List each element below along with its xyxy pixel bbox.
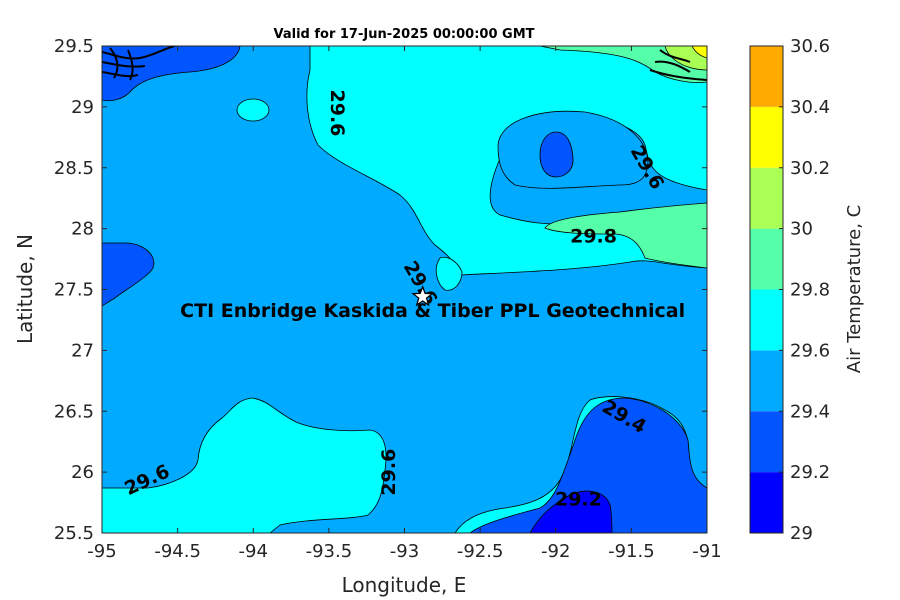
contour-label: 29.2 (555, 489, 602, 511)
x-tick-label: -93.5 (306, 541, 353, 562)
y-tick-label: 29 (71, 97, 94, 118)
contour-label: 29.6 (326, 90, 348, 137)
contour-fill-29.8-east (544, 202, 707, 269)
y-tick-label: 26 (71, 462, 94, 483)
colorbar-segment (750, 472, 783, 533)
y-tick-label: 27 (71, 340, 94, 361)
x-tick-label: -91 (692, 541, 721, 562)
site-star-icon (411, 284, 434, 307)
x-tick-label: -93 (390, 541, 419, 562)
contour-fill-29.2-north-pocket (539, 131, 574, 178)
x-tick-label: -94 (239, 541, 268, 562)
contour-fill-29.6-site-ridge (435, 256, 463, 291)
colorbar-tick-label: 29.6 (790, 340, 830, 361)
coastline-northeast (649, 49, 707, 81)
contour-fill-29.2-pocket (469, 397, 707, 533)
contour-fill-30.2-northeast (691, 46, 707, 59)
colorbar-label: Air Temperature, C (844, 205, 865, 373)
contour-fill-29.4-north-patch (497, 110, 649, 189)
colorbar-tick-label: 29 (790, 523, 813, 544)
x-tick-label: -92 (541, 541, 570, 562)
colorbar-segment (750, 289, 783, 351)
site-label: CTI Enbridge Kaskida & Tiber PPL Geotech… (180, 300, 685, 322)
y-axis-label: Latitude, N (13, 234, 37, 344)
contour-fill-29.2-west (102, 242, 155, 307)
y-tick-label: 27.5 (54, 280, 94, 301)
colorbar-tick-label: 30.2 (790, 158, 830, 179)
x-axis-label: Longitude, E (342, 573, 467, 597)
y-tick-label: 25.5 (54, 523, 94, 544)
contour-plot-area: 29.629.629.829.629.6 29.629.429.2 CTI Enb… (102, 46, 707, 533)
colorbar-tick-label: 29.2 (790, 462, 830, 483)
y-tick-label: 26.5 (54, 401, 94, 422)
colorbar-segment (750, 167, 783, 229)
y-tick-label: 28.5 (54, 158, 94, 179)
colorbar-tick-label: 29.8 (790, 280, 830, 301)
x-tick-label: -94.5 (154, 541, 201, 562)
contour-fill-29.6-south (102, 397, 387, 533)
y-tick-label: 28 (71, 219, 94, 240)
colorbar-segment (750, 411, 783, 473)
colorbar-segment (750, 106, 783, 168)
contour-label: 29.8 (570, 226, 617, 248)
coastline-northwest (102, 46, 176, 81)
colorbar-segment (750, 350, 783, 412)
y-axis-ticks: 25.5 26 26.5 27 27.5 28 28.5 29 29.5 (54, 36, 707, 544)
x-tick-label: -92.5 (457, 541, 504, 562)
x-tick-label: -95 (87, 541, 116, 562)
chart-title: Valid for 17-Jun-2025 00:00:00 GMT (274, 27, 535, 42)
x-tick-label: -91.5 (608, 541, 655, 562)
x-axis-ticks: -95 -94.5 -94 -93.5 -93 -92.5 -92 -91.5 -91 (87, 46, 722, 562)
y-tick-label: 29.5 (54, 36, 94, 57)
colorbar-segment (750, 46, 783, 107)
contour-fill-29.2-northwest (102, 46, 241, 102)
colorbar-segment (750, 228, 783, 290)
site-marker: CTI Enbridge Kaskida & Tiber PPL Geotech… (180, 284, 685, 322)
colorbar-tick-label: 29.4 (790, 401, 830, 422)
colorbar-tick-label: 30.6 (790, 36, 830, 57)
colorbar-tick-label: 30 (790, 219, 813, 240)
colorbar (750, 46, 783, 533)
contour-label: 29.6 (378, 449, 400, 496)
contour-fill-29.0-core (529, 490, 613, 533)
contour-fill-29.6-island (236, 98, 270, 122)
colorbar-ticks: 29 29.2 29.4 29.6 29.8 30 30.2 30.4 30.6 (779, 36, 830, 544)
colorbar-tick-label: 30.4 (790, 97, 830, 118)
